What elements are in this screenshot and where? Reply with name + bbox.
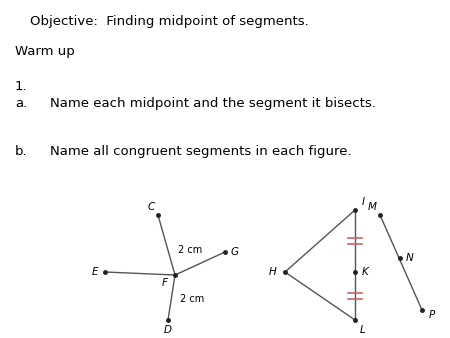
Text: C: C [148, 202, 155, 212]
Text: 1.: 1. [15, 80, 27, 93]
Text: b.: b. [15, 145, 27, 158]
Text: 2 cm: 2 cm [179, 245, 203, 255]
Text: D: D [164, 325, 172, 335]
Text: H: H [269, 267, 277, 277]
Text: Name each midpoint and the segment it bisects.: Name each midpoint and the segment it bi… [50, 97, 376, 110]
Text: K: K [362, 267, 369, 277]
Text: Objective:  Finding midpoint of segments.: Objective: Finding midpoint of segments. [30, 15, 309, 28]
Text: P: P [429, 310, 435, 320]
Text: 2 cm: 2 cm [180, 294, 204, 305]
Text: M: M [368, 202, 377, 212]
Text: Name all congruent segments in each figure.: Name all congruent segments in each figu… [50, 145, 351, 158]
Text: F: F [162, 278, 168, 288]
Text: N: N [406, 253, 414, 263]
Text: I: I [361, 197, 364, 207]
Text: Warm up: Warm up [15, 45, 75, 58]
Text: L: L [360, 325, 366, 335]
Text: G: G [231, 247, 239, 257]
Text: E: E [92, 267, 98, 277]
Text: a.: a. [15, 97, 27, 110]
